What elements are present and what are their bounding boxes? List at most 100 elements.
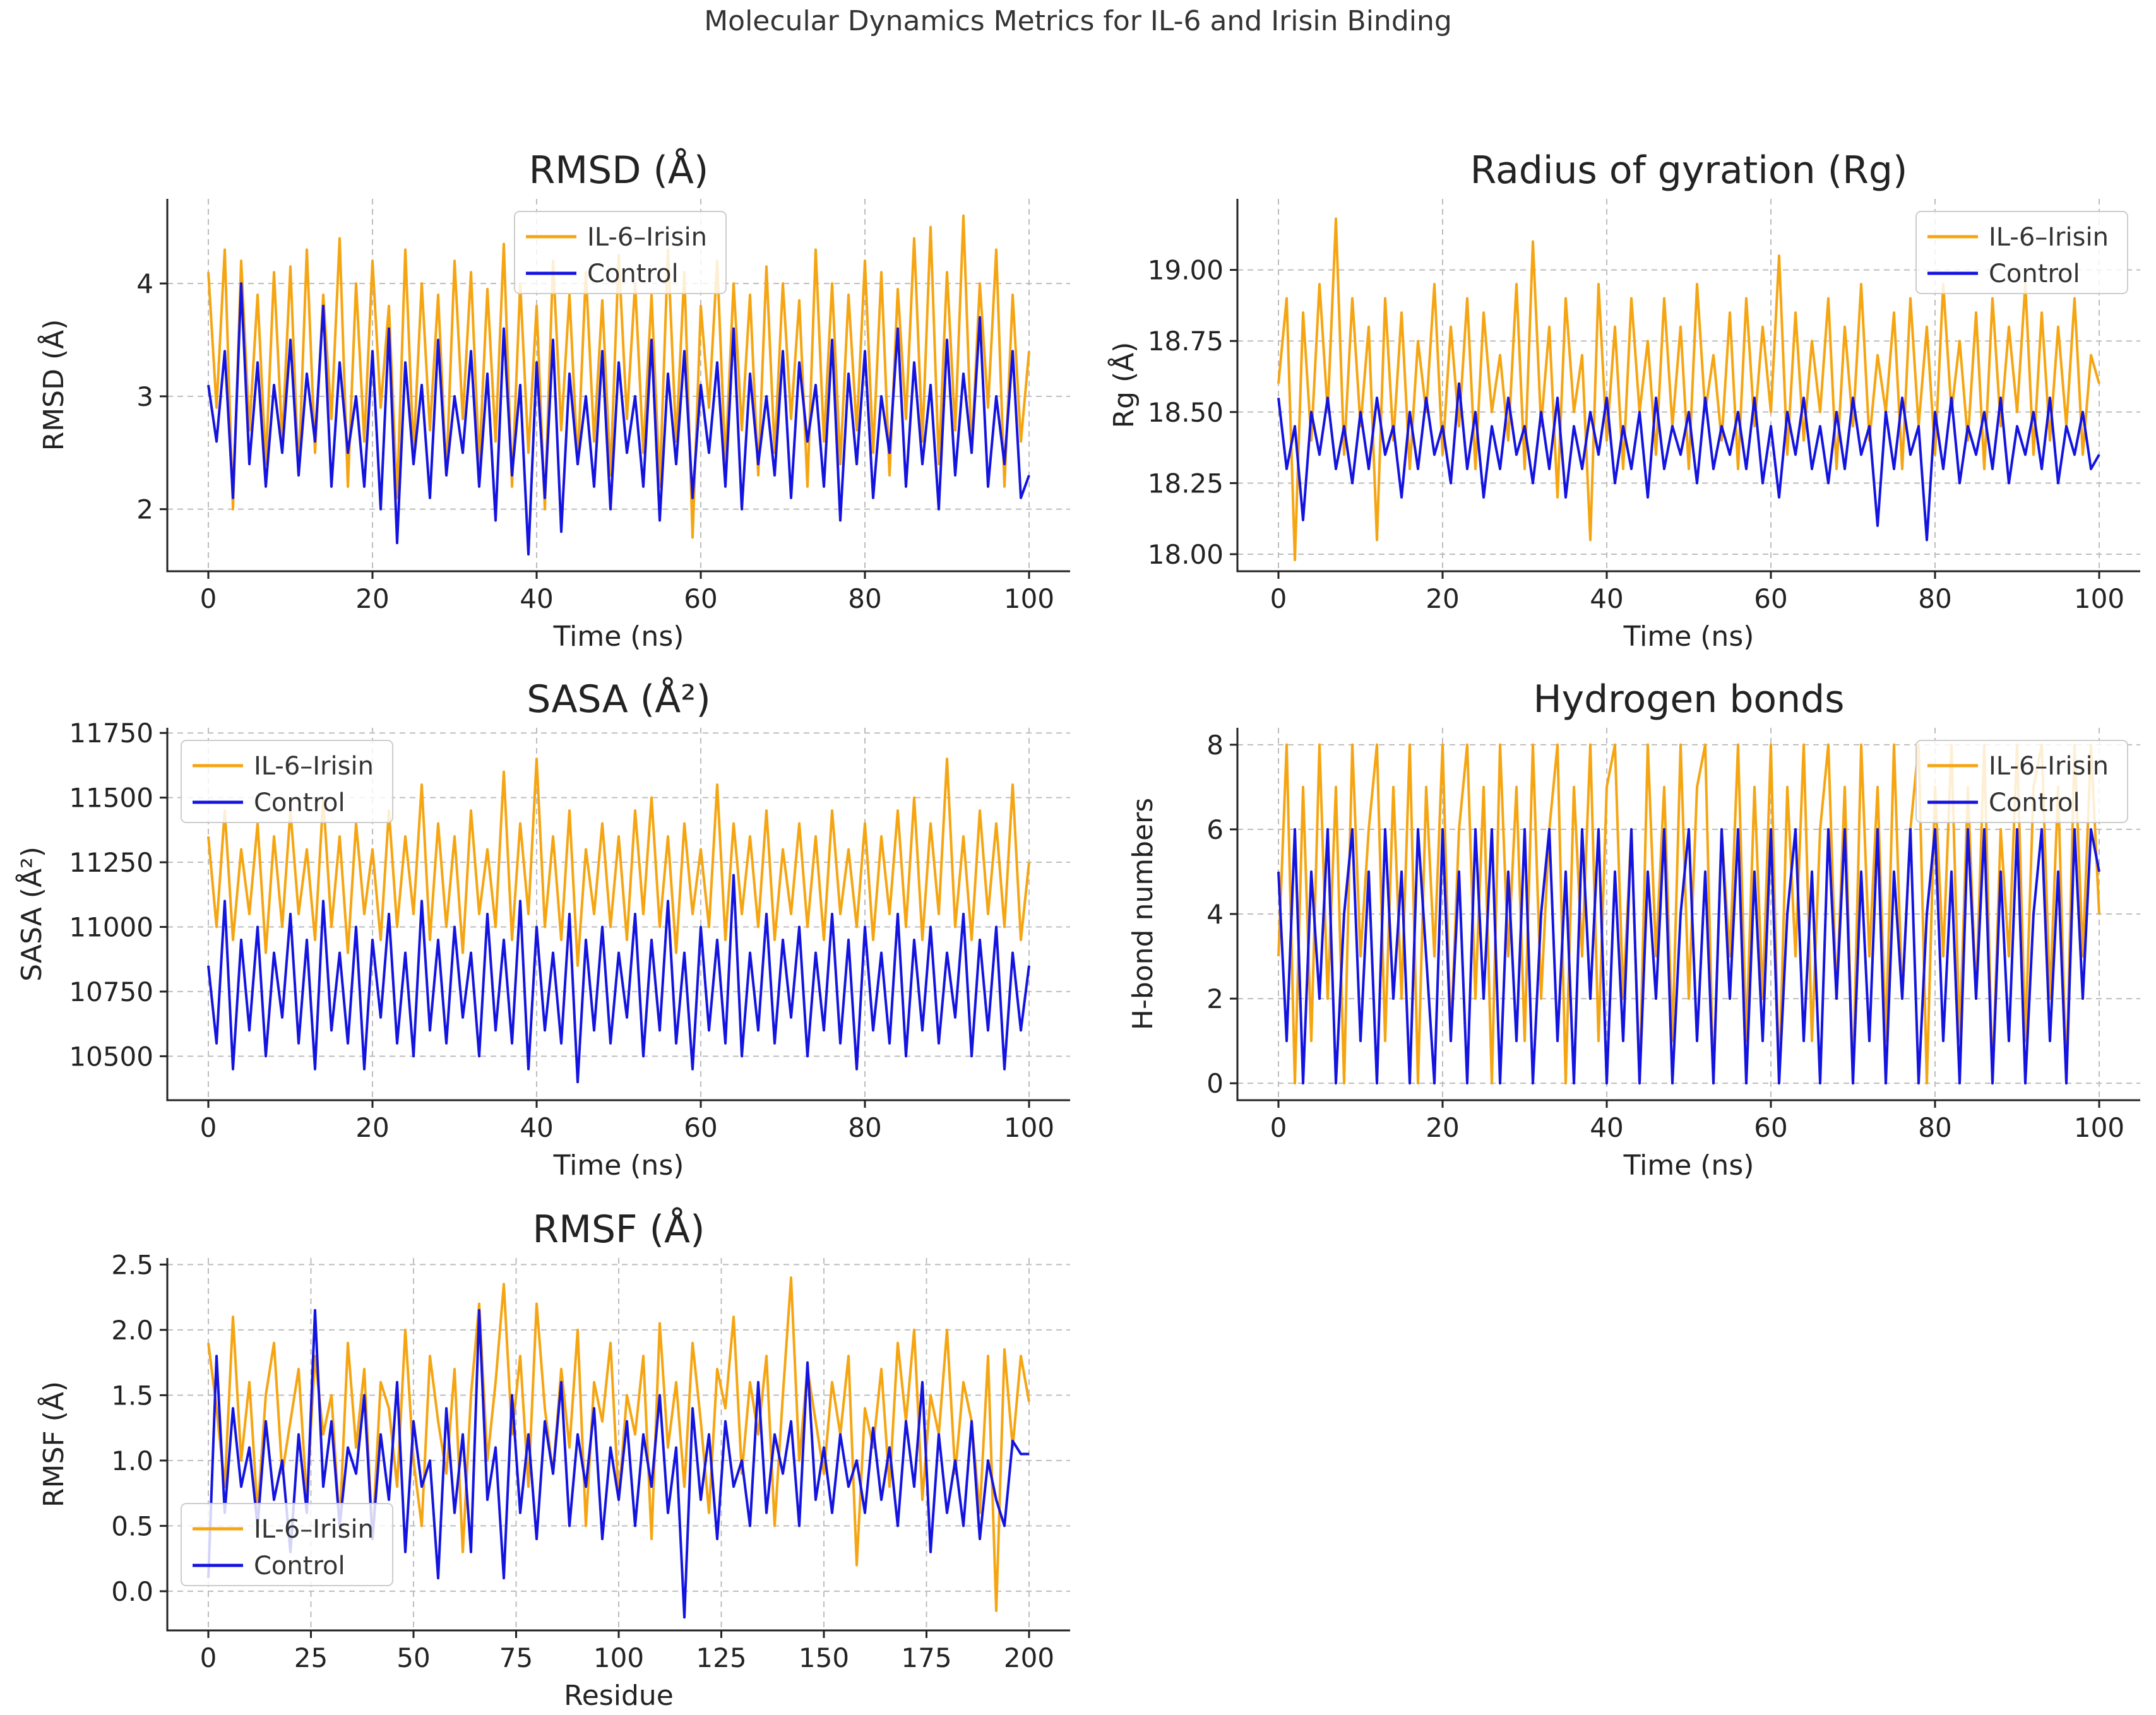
x-tick-label: 25 — [294, 1642, 328, 1673]
x-tick-label: 20 — [355, 583, 389, 614]
legend: IL-6–Irisin Control — [181, 1503, 393, 1586]
y-tick-label: 2.0 — [111, 1315, 153, 1346]
x-axis-label: Time (ns) — [553, 620, 684, 653]
axis-spines — [1236, 199, 2140, 573]
y-tick-label: 3 — [136, 381, 153, 412]
y-axis-label: SASA (Å²) — [15, 846, 48, 982]
legend: IL-6–Irisin Control — [1915, 740, 2128, 823]
y-tick-label: 10500 — [69, 1041, 153, 1072]
series-line-il6-irisin — [1277, 217, 2100, 561]
y-tick-label: 0.5 — [111, 1510, 153, 1541]
y-tick-label: 2.5 — [111, 1249, 153, 1280]
x-tick-label: 175 — [901, 1642, 951, 1673]
x-tick-label: 100 — [1004, 1112, 1054, 1143]
legend-label-control: Control — [587, 259, 679, 288]
y-tick-label: 11500 — [69, 783, 153, 814]
y-tick-label: 4 — [136, 268, 153, 299]
y-tick-label: 1.0 — [111, 1445, 153, 1476]
legend-label-il6-irisin: IL-6–Irisin — [254, 752, 374, 781]
y-axis-label: RMSF (Å) — [37, 1381, 70, 1507]
chart-title: RMSD (Å) — [529, 148, 709, 193]
y-tick-label: 11750 — [69, 718, 153, 749]
series-line-control — [1277, 828, 2100, 1085]
legend-label-control: Control — [254, 788, 345, 817]
hbonds-chart: 0 20 40 60 80 100 0 2 4 6 8 Hydrogen bonds Time (ns)… — [1127, 677, 2140, 1182]
x-tick-label: 60 — [1754, 1112, 1787, 1143]
x-tick-label: 0 — [200, 1112, 217, 1143]
y-tick-label: 4 — [1206, 899, 1224, 930]
y-tick-label: 1.5 — [111, 1380, 153, 1411]
x-tick-label: 100 — [593, 1642, 644, 1673]
axis-spines — [166, 728, 1070, 1101]
x-tick-label: 40 — [520, 1112, 553, 1143]
x-tick-label: 20 — [1426, 583, 1459, 614]
axis-spines — [166, 199, 1070, 573]
y-tick-label: 11250 — [69, 847, 153, 878]
x-tick-label: 80 — [848, 1112, 881, 1143]
x-tick-label: 100 — [1004, 583, 1054, 614]
y-tick-label: 18.25 — [1148, 468, 1224, 499]
x-tick-label: 40 — [520, 583, 553, 614]
y-axis-label: H-bond numbers — [1127, 798, 1159, 1030]
x-axis-label: Residue — [564, 1680, 674, 1712]
x-tick-label: 150 — [799, 1642, 849, 1673]
legend: IL-6–Irisin Control — [181, 740, 393, 823]
x-axis-label: Time (ns) — [553, 1149, 684, 1182]
y-tick-label: 18.50 — [1148, 397, 1224, 428]
x-tick-label: 200 — [1004, 1642, 1054, 1673]
series-line-control — [207, 282, 1030, 556]
legend-label-control: Control — [254, 1552, 345, 1581]
series-line-il6-irisin — [1277, 743, 2100, 1085]
y-tick-label: 2 — [1206, 983, 1224, 1014]
x-tick-label: 80 — [1918, 1112, 1951, 1143]
legend-label-il6-irisin: IL-6–Irisin — [254, 1515, 374, 1544]
x-tick-label: 50 — [396, 1642, 430, 1673]
sasa-chart: 0 20 40 60 80 100 10500 10750 11000 11250 11500 117… — [15, 677, 1070, 1182]
figure-title: Molecular Dynamics Metrics for IL-6 and … — [704, 5, 1452, 37]
chart-title: SASA (Å²) — [527, 677, 710, 721]
y-tick-label: 10750 — [69, 976, 153, 1007]
x-tick-label: 60 — [684, 583, 717, 614]
x-tick-label: 20 — [1426, 1112, 1459, 1143]
y-axis-label: Rg (Å) — [1107, 342, 1140, 429]
x-tick-label: 0 — [200, 1642, 217, 1673]
chart-title: Radius of gyration (Rg) — [1470, 148, 1908, 193]
chart-title: Hydrogen bonds — [1533, 677, 1844, 721]
x-tick-label: 80 — [848, 583, 881, 614]
x-tick-label: 80 — [1918, 583, 1951, 614]
x-tick-label: 0 — [200, 583, 217, 614]
legend: IL-6–Irisin Control — [1915, 211, 2128, 294]
x-tick-label: 125 — [696, 1642, 746, 1673]
legend-label-control: Control — [1989, 259, 2080, 288]
x-tick-label: 0 — [1270, 583, 1287, 614]
series-line-control — [207, 1309, 1029, 1619]
x-tick-label: 60 — [684, 1112, 717, 1143]
axis-spines — [1236, 728, 2140, 1101]
y-tick-label: 18.75 — [1148, 326, 1224, 357]
y-tick-label: 0.0 — [111, 1576, 153, 1607]
axis-spines — [166, 1258, 1070, 1632]
legend-label-il6-irisin: IL-6–Irisin — [1989, 752, 2109, 781]
x-axis-label: Time (ns) — [1623, 620, 1754, 653]
y-tick-label: 11000 — [69, 911, 153, 942]
x-axis-label: Time (ns) — [1623, 1149, 1754, 1182]
x-tick-label: 40 — [1590, 583, 1623, 614]
rmsd-chart: 0 20 40 60 80 100 2 3 4 RMSD (Å) Time (ns) RMSD (Å)… — [37, 148, 1070, 653]
y-tick-label: 2 — [136, 494, 153, 525]
x-tick-label: 0 — [1270, 1112, 1287, 1143]
x-tick-label: 20 — [355, 1112, 389, 1143]
chart-title: RMSF (Å) — [533, 1207, 705, 1252]
x-tick-label: 100 — [2074, 583, 2124, 614]
x-tick-label: 60 — [1754, 583, 1787, 614]
x-tick-label: 40 — [1590, 1112, 1623, 1143]
series-line-control — [1277, 382, 2100, 542]
legend: IL-6–Irisin Control — [514, 211, 727, 294]
y-tick-label: 18.00 — [1148, 539, 1224, 570]
series-line-control — [207, 874, 1030, 1084]
rg-chart: 0 20 40 60 80 100 18.00 18.25 18.50 18.75 19.00 Rad… — [1107, 148, 2140, 653]
rmsf-chart: 0 25 50 75 100 125 150 175 200 0.0 0.5 1.0 1.5 2.0 2.5… — [37, 1207, 1070, 1712]
y-axis-label: RMSD (Å) — [37, 319, 70, 451]
x-tick-label: 100 — [2074, 1112, 2124, 1143]
y-tick-label: 6 — [1206, 814, 1224, 845]
legend-label-il6-irisin: IL-6–Irisin — [1989, 223, 2109, 252]
